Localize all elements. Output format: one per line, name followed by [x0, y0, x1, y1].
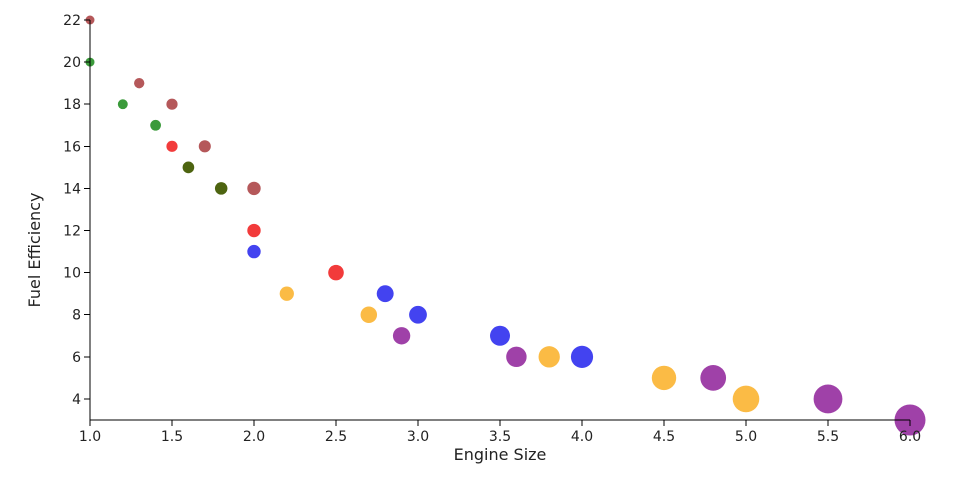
- x-tick-label: 4.5: [653, 429, 675, 445]
- x-axis-ticks: 1.0 1.5 2.0 2.5 3.0 3.5 4.0 4.5 5.0 5.5 6.0: [79, 420, 921, 445]
- data-point: [198, 140, 211, 153]
- data-point: [247, 223, 261, 238]
- data-point: [134, 77, 145, 89]
- y-tick-label: 8: [72, 308, 81, 324]
- x-tick-label: 5.5: [817, 429, 839, 445]
- y-axis-ticks: 4 6 8 10 12 14 16 18 20 22: [63, 13, 90, 408]
- x-tick-label: 2.0: [243, 429, 265, 445]
- data-point: [214, 182, 228, 195]
- data-point: [651, 365, 677, 391]
- data-point: [409, 305, 427, 324]
- y-tick-label: 16: [63, 139, 81, 155]
- data-point: [538, 346, 560, 368]
- data-point: [700, 365, 727, 391]
- y-tick-label: 6: [72, 350, 81, 366]
- x-axis-title: Engine Size: [454, 445, 547, 464]
- y-axis-title: Fuel Efficiency: [25, 193, 44, 308]
- x-tick-label: 1.0: [79, 429, 101, 445]
- y-tick-label: 20: [63, 55, 81, 71]
- data-point: [279, 286, 294, 301]
- x-tick-label: 5.0: [735, 429, 757, 445]
- x-tick-label: 3.0: [407, 429, 429, 445]
- data-point: [506, 346, 527, 368]
- data-point: [247, 181, 261, 196]
- data-point: [182, 161, 195, 174]
- data-point: [490, 325, 510, 346]
- y-tick-label: 4: [72, 392, 81, 408]
- data-point: [150, 119, 161, 131]
- data-point: [117, 99, 128, 110]
- data-point: [376, 285, 394, 303]
- x-tick-label: 1.5: [161, 429, 183, 445]
- data-point: [247, 244, 261, 259]
- y-tick-label: 12: [63, 224, 81, 240]
- x-tick-label: 3.5: [489, 429, 511, 445]
- data-point: [392, 327, 411, 345]
- y-tick-label: 14: [63, 181, 81, 197]
- data-point: [166, 98, 178, 110]
- y-tick-label: 22: [63, 13, 81, 29]
- data-point: [732, 385, 760, 413]
- y-tick-label: 18: [63, 97, 81, 113]
- y-tick-label: 10: [63, 266, 81, 282]
- x-tick-label: 2.5: [325, 429, 347, 445]
- data-point: [360, 306, 378, 323]
- x-tick-label: 6.0: [899, 429, 921, 445]
- data-point: [328, 264, 344, 281]
- data-point: [166, 140, 178, 152]
- data-point: [813, 384, 843, 414]
- points-layer: [85, 15, 926, 436]
- x-tick-label: 4.0: [571, 429, 593, 445]
- data-point: [570, 345, 594, 368]
